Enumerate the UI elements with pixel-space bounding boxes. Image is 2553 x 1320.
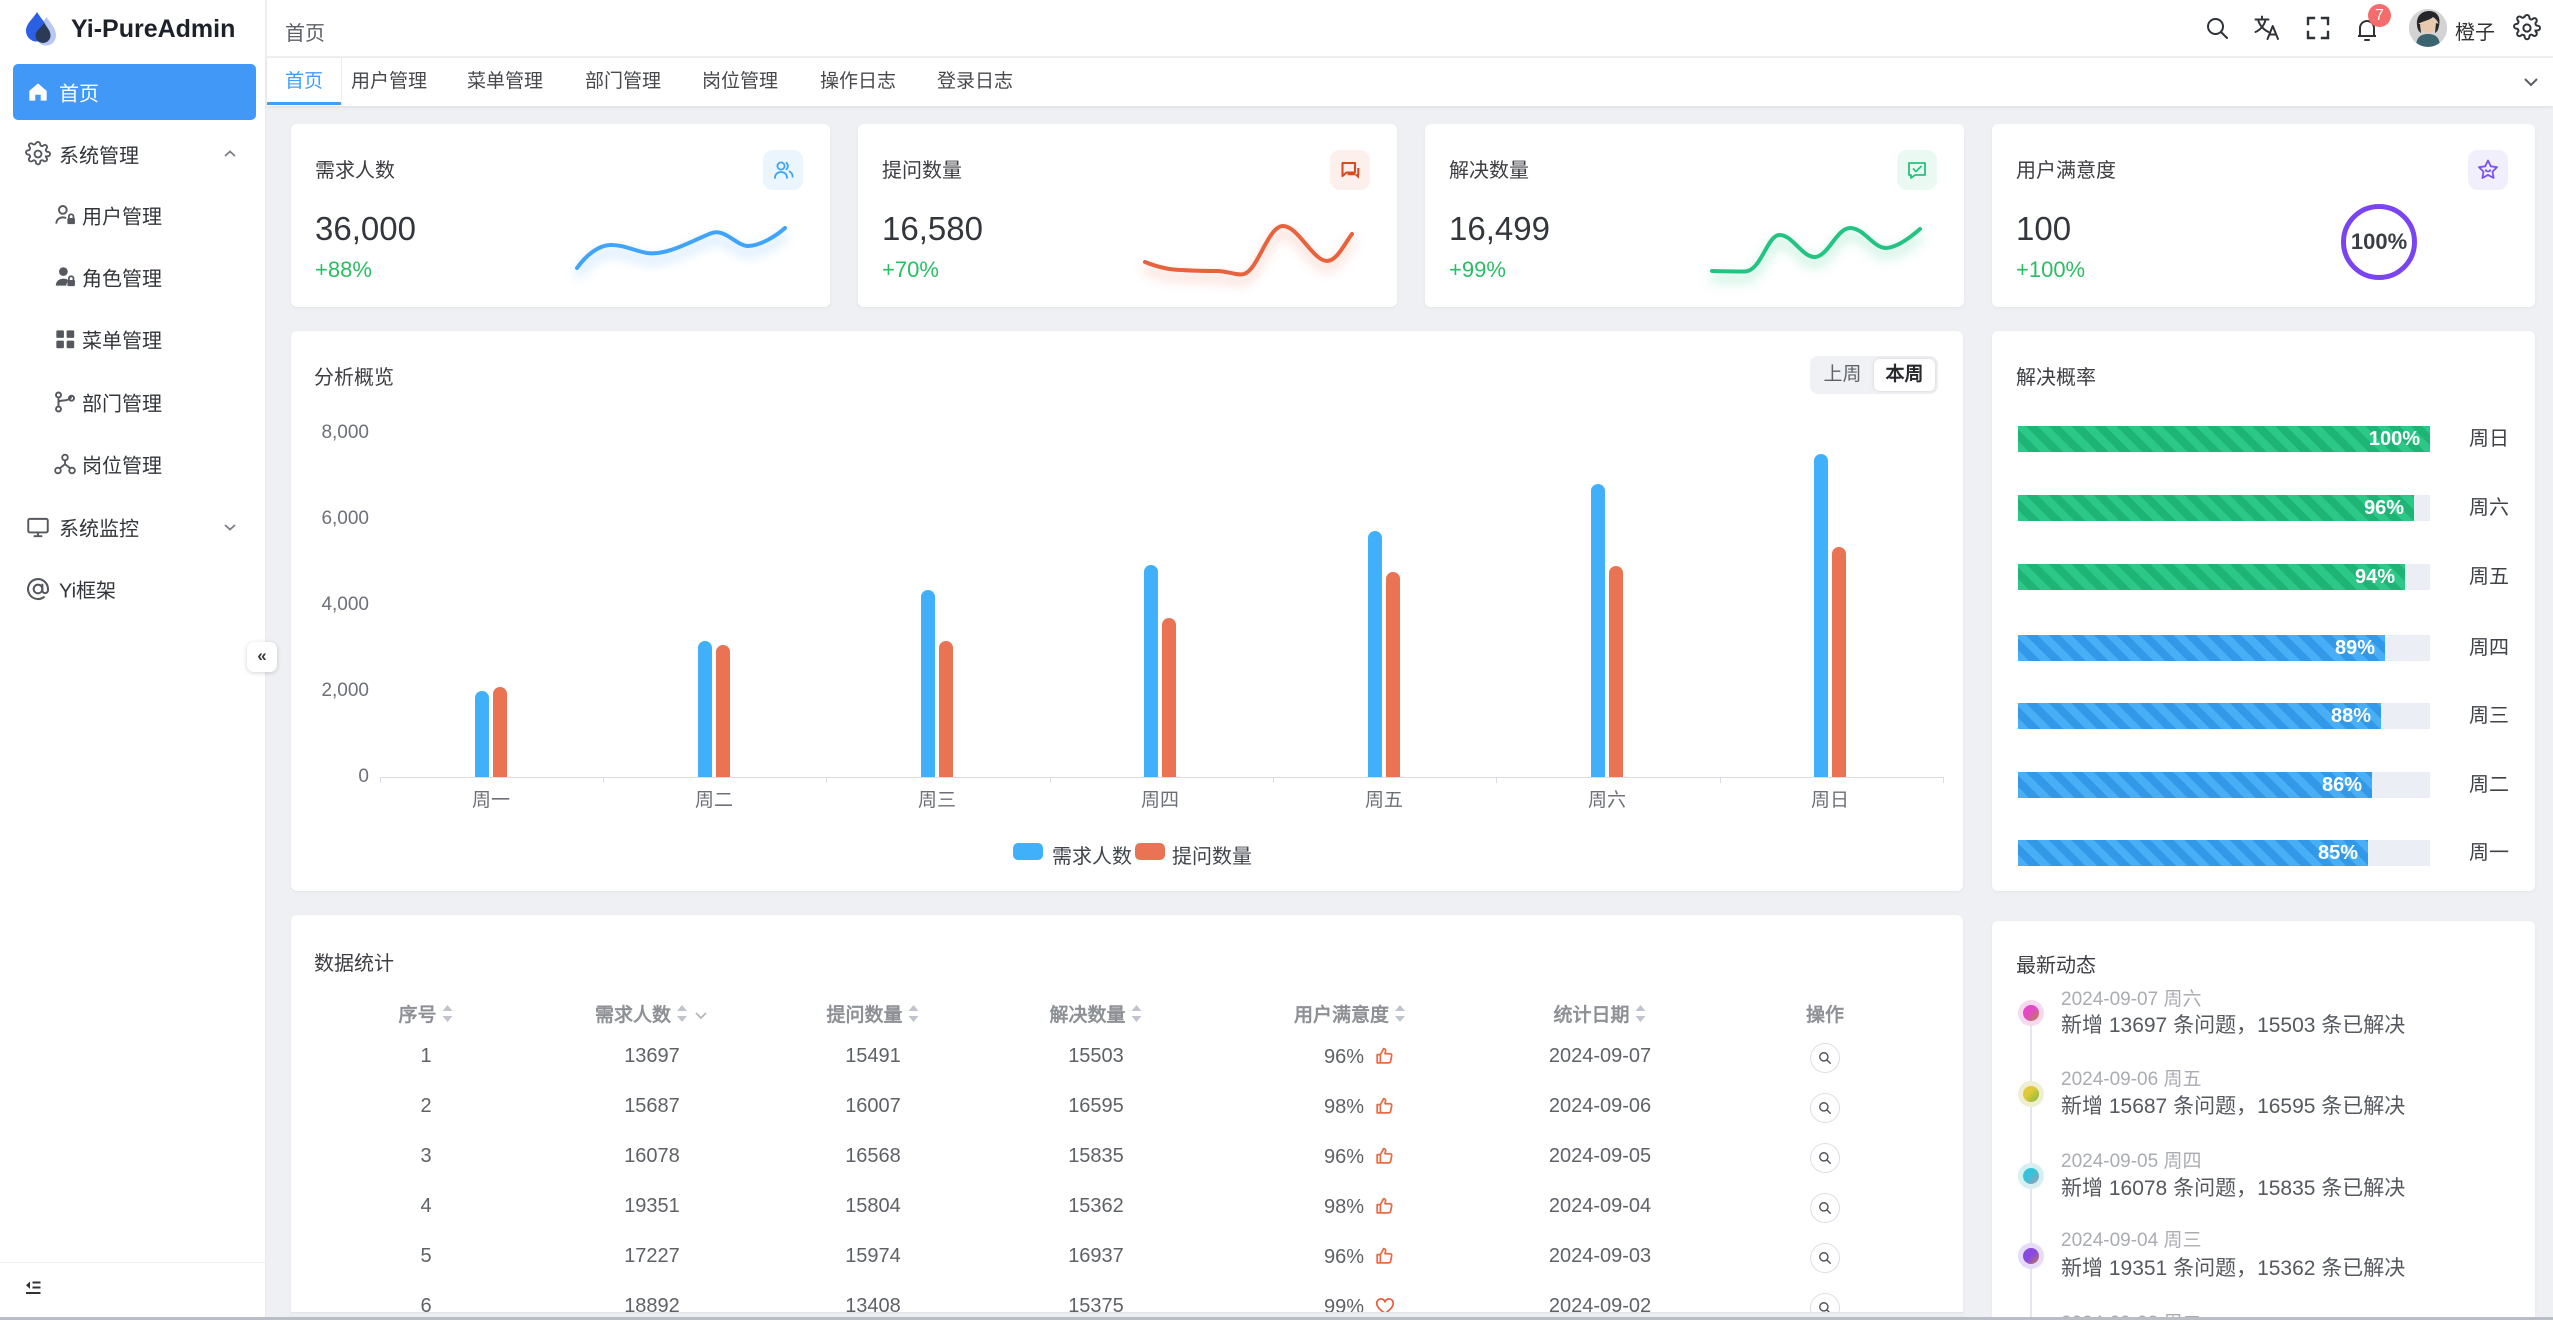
svg-text:100%: 100%: [2351, 229, 2407, 254]
